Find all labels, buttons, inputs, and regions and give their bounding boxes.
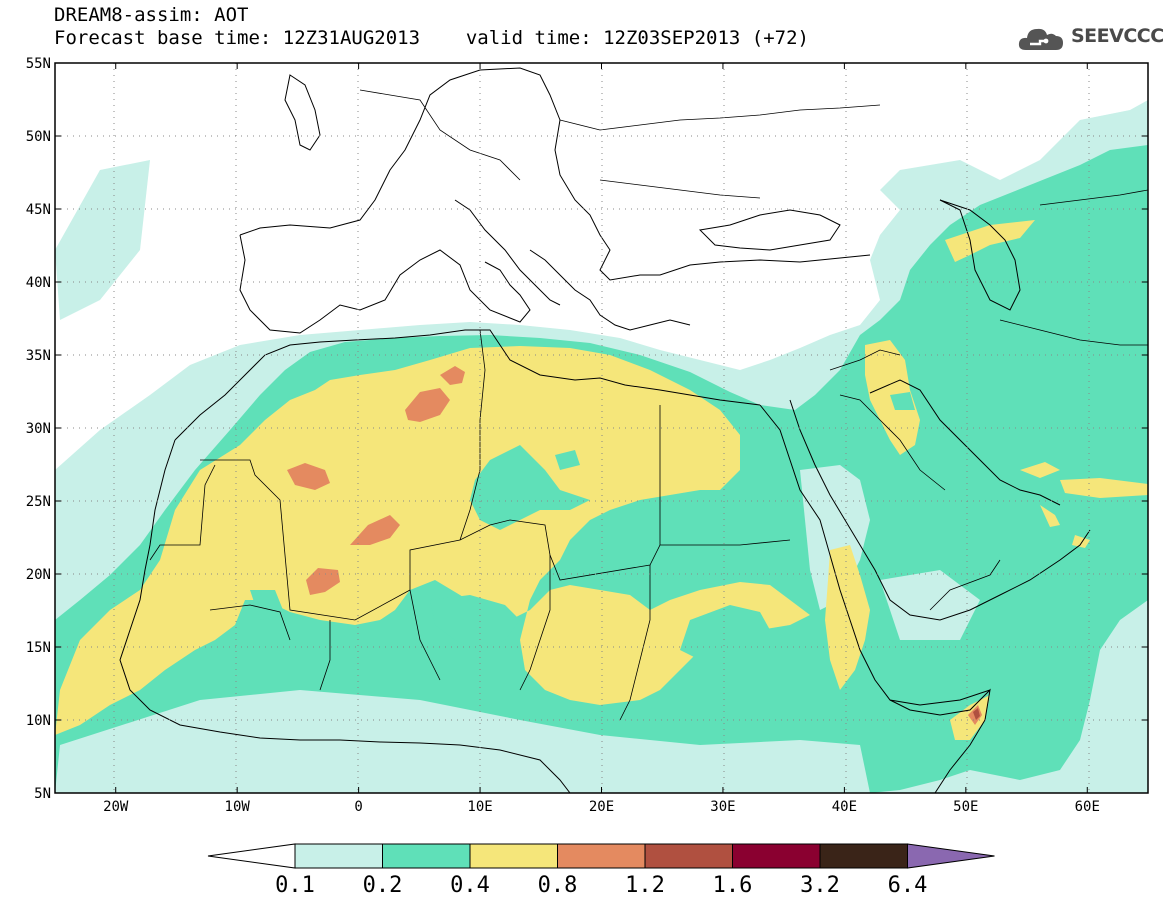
colorbar-swatch (294, 843, 383, 869)
y-tick-label: 20N (26, 567, 51, 583)
y-tick-label: 35N (26, 348, 51, 364)
valid-time-label: valid time: 12Z03SEP2013 (+72) (465, 27, 809, 49)
colorbar-level-label: 0.8 (538, 873, 578, 898)
x-tick-label: 0 (354, 799, 362, 815)
aot-band-0.4-0.8 (55, 220, 1148, 740)
x-tick-label: 30E (710, 799, 735, 815)
colorbar-swatch (557, 843, 646, 869)
x-tick-label: 20W (103, 799, 129, 815)
seevccc-logo: SEEVCCC (1016, 22, 1164, 58)
colorbar-swatch (382, 843, 471, 869)
aot-field (55, 63, 1148, 793)
y-tick-label: 50N (26, 129, 51, 145)
colorbar-level-label: 0.2 (363, 873, 403, 898)
grid (55, 63, 1148, 793)
y-tick-label: 15N (26, 640, 51, 656)
base-time-label: Forecast base time: 12Z31AUG2013 (54, 27, 421, 49)
colorbar-swatch (732, 843, 821, 869)
time-info-line: Forecast base time: 12Z31AUG2013 valid t… (54, 27, 809, 50)
y-tick-label: 45N (26, 202, 51, 218)
colorbar-level-label: 1.2 (625, 873, 665, 898)
y-tick-label: 55N (26, 56, 51, 72)
x-tick-label: 20E (589, 799, 614, 815)
colorbar-level-label: 3.2 (800, 873, 840, 898)
cloud-icon (1018, 28, 1063, 50)
colorbar-over-triangle (907, 843, 995, 869)
plot-title: DREAM8-assim: AOT (54, 4, 249, 26)
x-tick-label: 50E (953, 799, 978, 815)
logo-text: SEEVCCC (1071, 25, 1164, 47)
colorbar-level-label: 6.4 (888, 873, 928, 898)
y-tick-label: 25N (26, 494, 51, 510)
x-tick-label: 40E (832, 799, 857, 815)
colorbar-swatch (819, 843, 908, 869)
colorbar-swatch (644, 843, 733, 869)
x-tick-label: 10E (467, 799, 492, 815)
colorbar-legend: 0.1 0.2 0.4 0.8 1.2 1.6 3.2 6.4 (207, 843, 995, 898)
aot-band-0.8-1.2 (287, 366, 982, 725)
y-tick-label: 5N (34, 786, 51, 802)
colorbar-level-label: 0.1 (275, 873, 315, 898)
aot-band-1.2-1.6 (973, 708, 980, 720)
y-tick-label: 10N (26, 713, 51, 729)
plot-header: DREAM8-assim: AOT Forecast base time: 12… (54, 4, 809, 50)
y-tick-label: 30N (26, 421, 51, 437)
colorbar-swatch (469, 843, 558, 869)
colorbar-level-label: 1.6 (713, 873, 753, 898)
coastlines (119, 67, 1091, 793)
colorbar-under-triangle (207, 843, 296, 869)
x-tick-label: 60E (1075, 799, 1100, 815)
colorbar-level-label: 0.4 (450, 873, 490, 898)
country-borders (149, 89, 1148, 721)
y-tick-label: 40N (26, 275, 51, 291)
axis-ticks: 20W 10W 0 10E 20E 30E 40E 50E 60E 5N 10N 15N 20N 25N 3… (26, 56, 1148, 815)
x-tick-label: 10W (225, 799, 251, 815)
